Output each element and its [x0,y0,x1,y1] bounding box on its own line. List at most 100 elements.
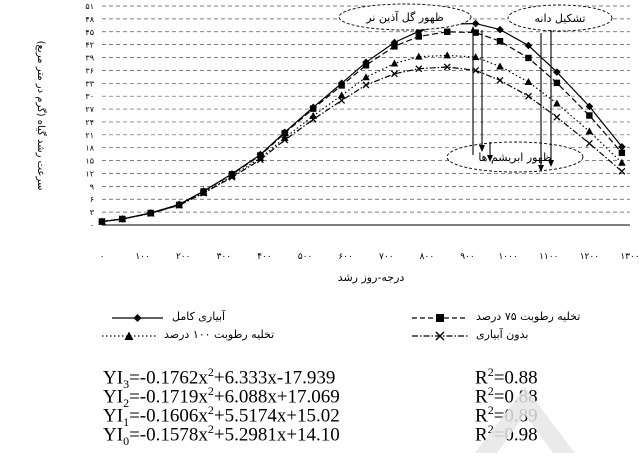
point-triangle [228,172,236,180]
y-tick-label: ۰ [90,221,94,230]
y-tick-label: ۱۲ [85,169,94,178]
point-triangle [256,154,265,162]
x-tick-label: ۲۰۰ [176,252,191,262]
point-square [525,54,532,62]
point-triangle [618,158,626,166]
point-x [175,201,183,209]
x-tick-label: ۱۲۰۰ [580,252,599,262]
point-square [338,82,345,89]
point-triangle [553,99,561,107]
point-x [553,113,561,121]
point-x [147,209,155,217]
point-x [309,115,317,123]
point-square [281,129,288,137]
y-tick-label: ۴۲ [85,41,94,50]
r-squared-3: R2=0.88 [475,365,538,389]
series-line-0 [101,22,623,223]
annotation-label: تشکیل دانه [534,12,585,25]
legend-line-triangle [102,331,156,340]
point-diamond [390,38,399,47]
point-square [618,149,626,157]
legend-line-diamond [112,314,163,322]
arrow-head [479,145,485,152]
point-square [586,112,593,119]
x-tick-label: ۷۰۰ [379,252,394,262]
y-tick-label: ۳ [90,208,95,217]
point-x [200,189,207,197]
equation-0: YI0=-0.1578x2+5.2981x+14.10 [103,422,340,449]
point-x [338,97,346,104]
series-line-2 [101,54,623,223]
legend-line-x [412,331,468,341]
y-tick-label: ۲۱ [85,131,94,140]
point-x [256,156,264,164]
y-tick-label: ۳۹ [85,54,94,63]
point-x [390,70,398,78]
point-x [228,173,236,181]
point-diamond [496,25,504,34]
legend-line-square [412,314,468,322]
x-tick-label: ۸۰۰ [420,252,435,262]
point-triangle [415,52,423,60]
point-x [525,92,532,100]
legend-item-none: بدون آبیاری [410,328,610,344]
y-tick-label: ۱۸ [85,144,94,153]
legend-label: آبیاری کامل [172,310,226,323]
legend-label: تخلیه رطوبت ۷۵ درصد [476,310,581,323]
point-triangle [585,127,594,135]
legend-label: تخلیه رطوبت ۱۰۰ درصد [164,328,275,341]
legend-label: بدون آبیاری [476,328,529,341]
x-tick-label: ۹۰۰ [460,252,475,262]
point-square [391,43,398,50]
arrow-head [548,160,554,167]
x-tick-label: ۱۱۰۰ [539,252,558,262]
point-triangle [471,53,480,61]
y-tick-label: ۵۱ [85,2,94,11]
annotation-bubble [507,4,613,32]
point-x [98,218,106,226]
legend-item-full-irrigation: آبیاری کامل [110,310,280,326]
point-triangle [362,73,370,81]
point-x [415,65,423,73]
arrow-head [470,26,476,33]
series-line-3 [101,66,623,223]
y-tick-label: ۳۶ [85,66,94,75]
y-tick-label: ۲۷ [85,105,94,114]
point-x [362,81,370,89]
arrow-head [487,155,493,162]
point-square [362,62,370,69]
annotation-label: ظهور ابریشم ها [478,151,552,164]
y-tick-label: ۹ [90,182,94,191]
point-square [553,79,561,87]
r-squared-0: R2=0.98 [475,422,538,446]
legend-item-100: تخلیه رطوبت ۱۰۰ درصد [100,328,300,344]
y-tick-label: ۱۵ [85,157,94,166]
y-tick-label: ۴۵ [85,28,94,37]
point-diamond [553,68,561,76]
point-x [472,66,480,74]
point-x [585,139,593,147]
y-axis-title: سرعت رشد گیاه (گرم در متر مربع) [35,41,47,191]
x-tick-label: ۳۰۰ [217,252,232,262]
annotation-bubble [338,3,472,31]
point-diamond [471,19,480,28]
point-square [496,38,504,45]
point-diamond [524,41,533,50]
point-x [118,215,126,223]
point-triangle [280,133,289,141]
point-square [415,33,422,40]
x-tick-label: ۴۰۰ [257,252,272,262]
point-x [496,76,504,84]
x-tick-label: ۱۳۰۰ [620,252,639,262]
point-diamond [585,102,594,111]
point-x [281,136,289,144]
annotation-label: ظهور گل آذین نر [365,10,444,24]
x-tick-label: ۱۰۰ [135,252,150,262]
x-tick-label: ۵۰۰ [298,252,313,262]
point-square [444,28,451,35]
point-triangle [496,62,504,70]
y-tick-label: ۳۳ [85,79,94,88]
y-tick-label: ۲۴ [85,118,94,127]
equation-3: YI3=-0.1762x2+6.333x-17.939 [103,365,336,392]
